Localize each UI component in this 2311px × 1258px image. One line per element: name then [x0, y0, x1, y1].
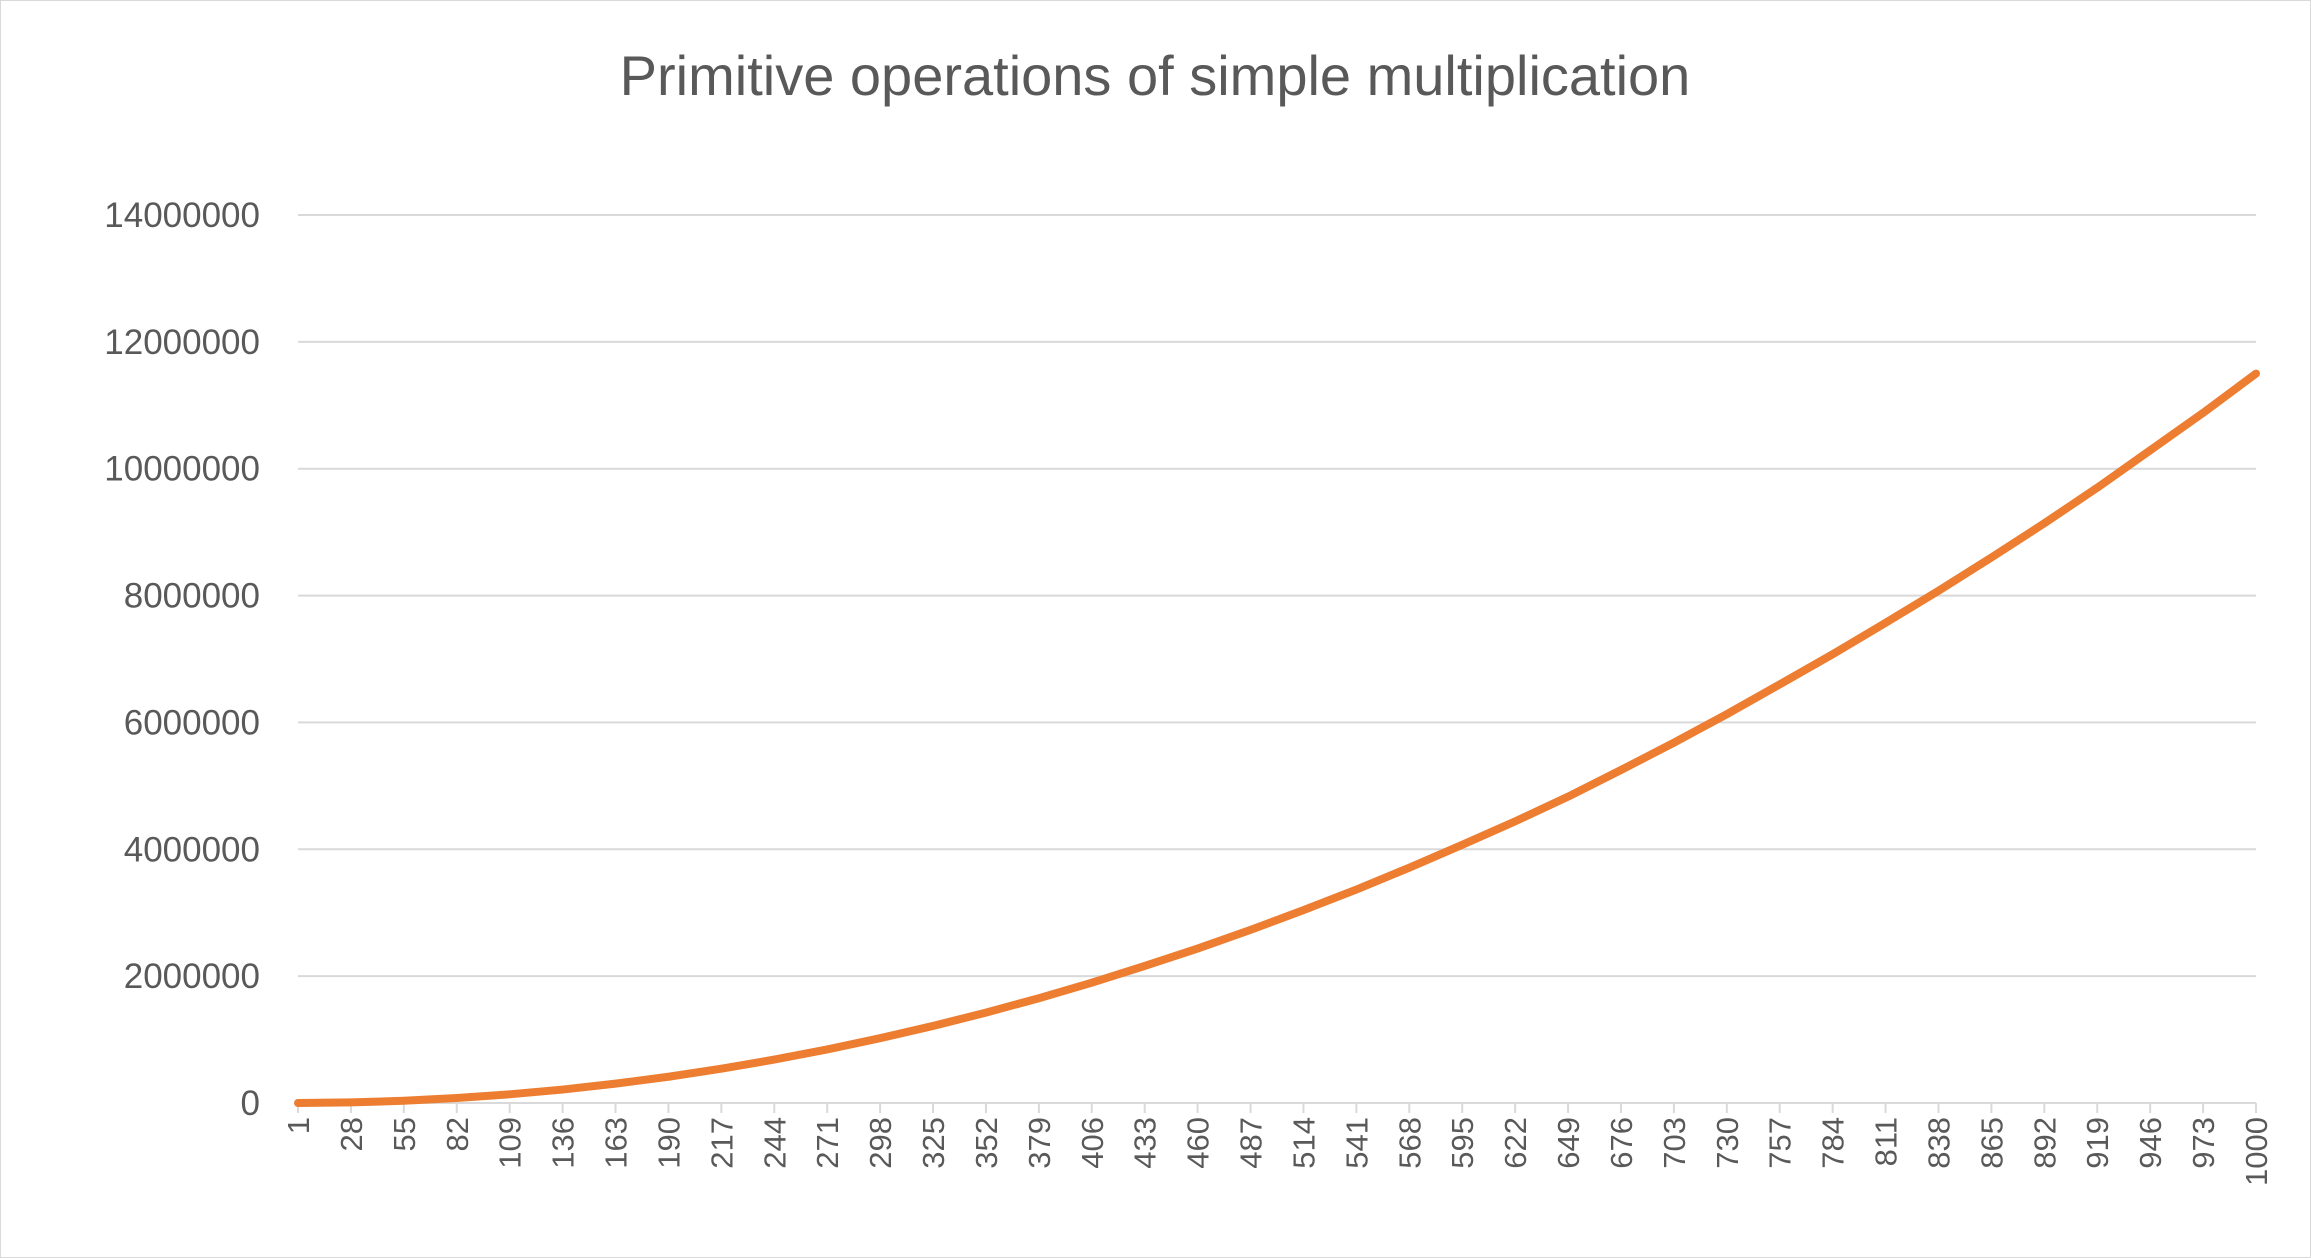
x-tick-label: 892	[2027, 1117, 2062, 1169]
x-tick-label: 541	[1339, 1117, 1374, 1169]
x-tick-label: 1	[281, 1117, 316, 1134]
x-tick-label: 217	[704, 1117, 739, 1169]
x-tick-label: 487	[1234, 1117, 1269, 1169]
x-tick-label: 1000	[2239, 1117, 2274, 1186]
x-tick-label: 298	[863, 1117, 898, 1169]
x-tick-label: 973	[2186, 1117, 2221, 1169]
x-tick-label: 703	[1657, 1117, 1692, 1169]
x-tick-label: 325	[916, 1117, 951, 1169]
x-tick-label: 865	[1974, 1117, 2009, 1169]
x-tick-label: 811	[1869, 1117, 1904, 1166]
series-layer	[294, 369, 2260, 1107]
x-tick-label: 649	[1551, 1117, 1586, 1169]
x-tick-label: 946	[2133, 1117, 2168, 1169]
x-tick-label: 568	[1392, 1117, 1427, 1169]
x-tick-label: 460	[1181, 1117, 1216, 1169]
y-axis-tick-labels: 0 2000000 4000000 6000000 8000000 10000000 120…	[104, 196, 260, 1123]
x-tick-label: 379	[1022, 1117, 1057, 1169]
x-tick-label: 838	[1921, 1117, 1956, 1169]
x-tick-label: 784	[1816, 1117, 1851, 1169]
y-tick-label: 8000000	[124, 577, 260, 616]
x-tick-label: 55	[387, 1117, 422, 1151]
gridlines	[298, 214, 2256, 978]
x-tick-label: 919	[2080, 1117, 2115, 1169]
y-tick-label: 4000000	[124, 830, 260, 869]
x-tick-label: 433	[1128, 1117, 1163, 1169]
x-tick-label: 190	[651, 1117, 686, 1169]
x-tick-label: 514	[1286, 1117, 1321, 1169]
x-tick-label: 28	[334, 1117, 369, 1151]
y-tick-label: 0	[241, 1084, 260, 1123]
x-tick-label: 730	[1710, 1117, 1745, 1169]
x-tick-label: 136	[546, 1117, 581, 1169]
series-line-0	[294, 369, 2260, 1107]
x-tick-label: 163	[599, 1117, 634, 1169]
x-tick-label: 676	[1604, 1117, 1639, 1169]
x-tick-label: 82	[440, 1117, 475, 1151]
x-tick-label: 352	[969, 1117, 1004, 1169]
x-axis-tick-labels: 1 28 55 82 109 136 163 190 217 244 271 298 325 352 379…	[281, 1117, 2274, 1186]
y-tick-label: 6000000	[124, 703, 260, 742]
x-tick-label: 109	[493, 1117, 528, 1169]
x-axis	[297, 1102, 2257, 1113]
x-tick-label: 244	[757, 1117, 792, 1169]
y-tick-label: 2000000	[124, 957, 260, 996]
x-tick-label: 622	[1498, 1117, 1533, 1169]
y-tick-label: 14000000	[104, 196, 260, 235]
x-tick-label: 757	[1763, 1117, 1798, 1169]
y-tick-label: 10000000	[104, 450, 260, 489]
x-tick-label: 595	[1445, 1117, 1480, 1169]
x-tick-label: 406	[1075, 1117, 1110, 1169]
y-tick-label: 12000000	[104, 323, 260, 362]
x-tick-label: 271	[810, 1117, 845, 1169]
chart-title: Primitive operations of simple multiplic…	[620, 44, 1691, 107]
